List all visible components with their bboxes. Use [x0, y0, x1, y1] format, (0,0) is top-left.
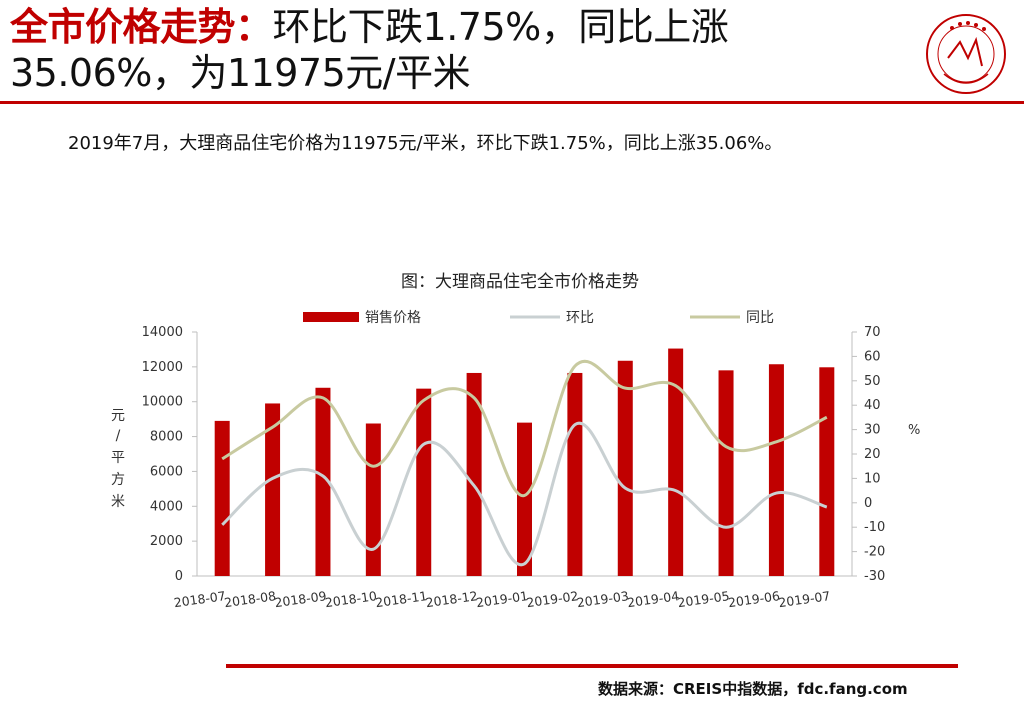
right-tick-label: 30 — [864, 423, 881, 438]
bar-2019-03 — [617, 360, 633, 576]
x-tick-label: 2018-10 — [324, 588, 378, 610]
y-axis-left-label-char: 平 — [111, 450, 125, 466]
summary-text: 2019年7月，大理商品住宅价格为11975元/平米，环比下跌1.75%，同比上… — [68, 133, 783, 154]
left-tick-label: 12000 — [142, 360, 183, 375]
x-tick-label: 2019-06 — [727, 588, 781, 610]
footer-divider — [226, 664, 958, 668]
x-tick-label: 2018-12 — [425, 588, 479, 610]
bar-2019-07 — [819, 367, 835, 576]
bar-2018-09 — [315, 387, 331, 576]
bar-2018-12 — [466, 372, 482, 576]
left-tick-label: 2000 — [150, 534, 183, 549]
right-tick-label: 50 — [864, 374, 881, 389]
y-axis-left-label-char: / — [116, 428, 121, 444]
right-tick-label: 40 — [864, 398, 881, 413]
left-tick-label: 4000 — [150, 499, 183, 514]
data-source: 数据来源：CREIS中指数据，fdc.fang.com — [598, 680, 908, 698]
left-tick-label: 14000 — [142, 325, 183, 340]
title-line-2: 35.06%，为11975元/平米 — [10, 51, 471, 95]
mom-line — [221, 421, 828, 567]
right-tick-label: 10 — [864, 471, 881, 486]
yoy-line — [221, 359, 828, 497]
y-axis-left-label-char: 方 — [111, 472, 125, 488]
title-line-1: 全市价格走势：环比下跌1.75%，同比上涨 — [10, 4, 910, 50]
bar-2018-08 — [265, 403, 281, 576]
china-index-academy-seal-icon — [926, 14, 1006, 94]
left-tick-label: 0 — [175, 569, 183, 584]
bar-2018-07 — [214, 420, 230, 576]
x-tick-label: 2018-07 — [173, 588, 227, 610]
x-tick-label: 2019-05 — [677, 588, 731, 610]
y-axis-left-label-char: 元 — [111, 408, 125, 424]
title-divider — [0, 101, 1024, 104]
right-tick-label: -10 — [864, 520, 885, 535]
right-tick-label: 20 — [864, 447, 881, 462]
legend-label-3: 同比 — [746, 310, 774, 326]
x-tick-label: 2019-01 — [475, 588, 529, 610]
bar-2018-10 — [365, 423, 381, 576]
right-tick-label: 60 — [864, 349, 881, 364]
right-tick-label: 0 — [864, 496, 872, 511]
bar-2019-01 — [517, 422, 532, 576]
legend-swatch-1 — [303, 312, 359, 322]
bar-2019-05 — [718, 370, 734, 576]
left-tick-label: 10000 — [142, 395, 183, 410]
x-tick-label: 2018-08 — [223, 588, 277, 610]
bar-2018-11 — [416, 388, 432, 576]
x-tick-label: 2019-03 — [576, 588, 630, 610]
left-tick-label: 8000 — [150, 430, 183, 445]
y-axis-right-label: % — [908, 423, 920, 438]
right-tick-label: -20 — [864, 545, 885, 560]
title-rest: 环比下跌1.75%，同比上涨 — [272, 5, 729, 49]
chart-title: 图：大理商品住宅全市价格走势 — [401, 272, 639, 292]
left-tick-label: 6000 — [150, 464, 183, 479]
x-tick-label: 2018-11 — [374, 588, 428, 610]
page-title: 全市价格走势：环比下跌1.75%，同比上涨 35.06%，为11975元/平米 — [10, 4, 910, 96]
bar-2019-04 — [668, 348, 684, 576]
title-accent: 全市价格走势： — [10, 5, 273, 49]
x-tick-label: 2019-02 — [525, 588, 579, 610]
bar-2019-02 — [567, 372, 583, 576]
legend-label-1: 销售价格 — [365, 310, 421, 326]
x-tick-label: 2019-04 — [626, 588, 680, 610]
x-tick-label: 2018-09 — [274, 588, 328, 610]
bar-2019-06 — [768, 364, 784, 576]
right-tick-label: -30 — [864, 569, 885, 584]
legend-label-2: 环比 — [566, 310, 594, 326]
right-tick-label: 70 — [864, 325, 881, 340]
x-tick-label: 2019-07 — [777, 588, 831, 610]
y-axis-left-label-char: 米 — [111, 494, 125, 510]
